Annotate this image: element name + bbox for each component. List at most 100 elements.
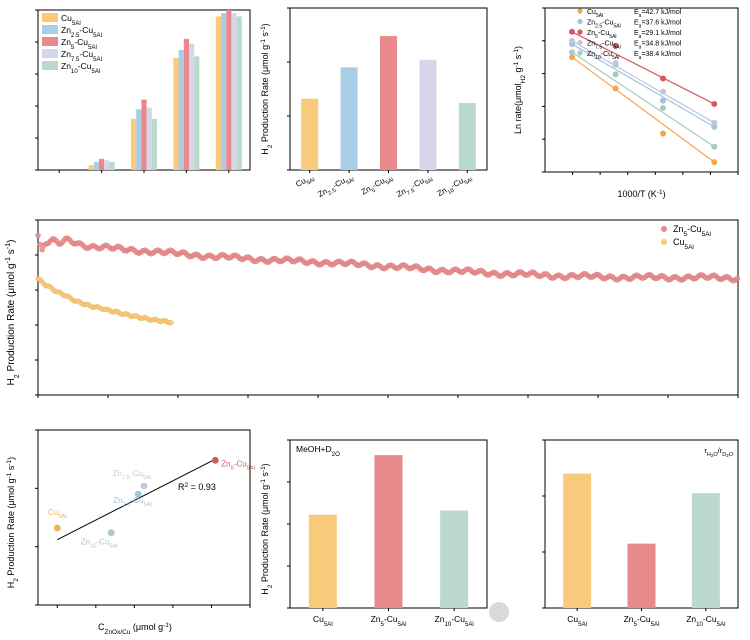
x-axis-title: CZnOx/Cu (μmol g-1) <box>98 622 172 636</box>
bar <box>231 13 237 171</box>
panel-c-chart: Cu5Al Ea=42.7 kJ/mol Zn2.5-Cu5Al Ea=37.6 kJ… <box>513 7 739 199</box>
bar <box>109 162 115 170</box>
legend-label: Zn7.5-Cu5Al <box>587 41 621 51</box>
bar <box>374 455 403 608</box>
legend-swatch <box>42 13 58 22</box>
panel-f-chart: Cu5Al Zn5-Cu5Al Zn10-Cu5Al MeOH+D2O H2 Produ… <box>260 439 488 628</box>
bar <box>88 165 94 170</box>
data-point <box>107 529 115 537</box>
kie-ratio-label: rH2O/rD2O <box>704 446 733 458</box>
data-point <box>569 49 576 56</box>
watermark <box>489 602 509 622</box>
legend-swatch <box>42 61 58 70</box>
legend-swatch <box>42 37 58 46</box>
bar <box>380 36 397 170</box>
legend-label: Cu5Al <box>673 237 694 251</box>
bar <box>104 160 110 170</box>
fit-line <box>571 56 715 163</box>
bar <box>131 118 137 170</box>
legend-label: Zn10-Cu5Al <box>61 61 100 75</box>
data-point <box>734 275 741 282</box>
y-axis-title: H2 Production Rate (μmol g-1 s-1) <box>260 463 274 594</box>
panel-g-chart: Cu5Al Zn5-Cu5Al Zn10-Cu5Al rH2O/rD2O <box>542 439 739 628</box>
point-label: Zn10-Cu5Al <box>81 538 118 550</box>
legend-label: Cu5Al <box>587 9 603 19</box>
legend-label: Zn2.5-Cu5Al <box>61 25 102 39</box>
y-axis-title: H2 Production Rate (μmol g-1 s-1) <box>3 240 21 386</box>
fit-line <box>571 51 715 148</box>
x-tick-label: Cu5Al <box>567 614 587 628</box>
plot-frame <box>544 7 739 173</box>
panel-a-chart: Cu5AlZn2.5-Cu5AlZn5-Cu5AlZn7.5-Cu5AlZn10… <box>35 9 251 173</box>
legend-marker <box>577 18 583 25</box>
legend-marker <box>577 29 583 35</box>
legend-label: Zn10-Cu5Al <box>587 51 619 61</box>
x-tick-label: Cu5Al <box>294 172 316 192</box>
data-point <box>660 97 667 104</box>
point-label: Cu5Al <box>48 508 67 520</box>
bar <box>419 59 437 171</box>
x-tick-label: Zn5-Cu5Al <box>624 614 660 628</box>
bar <box>141 99 147 170</box>
wechat-logo-icon <box>489 602 509 622</box>
bar <box>563 473 592 608</box>
x-tick-label: Zn10-Cu5Al <box>435 614 474 628</box>
bar <box>146 107 152 170</box>
legend-ea-label: Ea=37.6 kJ/mol <box>634 20 682 30</box>
data-point <box>39 246 45 253</box>
legend-swatch <box>42 25 58 34</box>
y-axis-title: H2 Production Rate (μmol g-1 s-1) <box>260 23 274 154</box>
legend-label: Zn7.5-Cu5Al <box>61 49 102 63</box>
data-point <box>711 100 718 107</box>
data-point <box>711 123 718 130</box>
bar <box>215 16 221 171</box>
legend: Cu5Al Ea=42.7 kJ/mol Zn2.5-Cu5Al Ea=37.6 kJ… <box>577 8 682 61</box>
panel-b-chart: Cu5AlZn2.5-Cu5AlZn5-Cu5AlZn7.5-Cu5AlZn10… <box>260 7 488 202</box>
bar <box>151 118 157 170</box>
point-label: Zn5-Cu5Al <box>221 459 255 471</box>
legend: Cu5AlZn2.5-Cu5AlZn5-Cu5AlZn7.5-Cu5AlZn10… <box>42 13 102 75</box>
bar <box>301 98 319 170</box>
data-point <box>612 59 619 66</box>
r-squared-label: R2 = 0.93 <box>178 482 216 493</box>
legend-label: Cu5Al <box>61 13 81 27</box>
bar <box>226 10 232 170</box>
y-axis-title: H2 Production Rate (μmol g-1 s-1) <box>6 457 20 588</box>
plot-frame <box>37 219 739 396</box>
data-point <box>711 143 718 150</box>
panel-e-chart: Cu5Al Zn2.5-Cu5Al Zn5-Cu5Al Zn7.5-Cu5Al Zn10… <box>6 429 255 636</box>
data-point <box>53 524 61 532</box>
data-point <box>168 320 174 326</box>
point-label: Zn2.5-Cu5Al <box>113 496 152 508</box>
bar <box>440 510 469 608</box>
x-tick-label: Zn5-Cu5Al <box>371 614 407 628</box>
legend-marker <box>577 8 583 14</box>
bar <box>627 543 656 608</box>
bar <box>691 493 720 608</box>
legend-label: Zn2.5-Cu5Al <box>587 20 621 30</box>
bar <box>178 50 184 170</box>
bar <box>183 38 189 170</box>
y-axis-title: Ln rate(μmolH2 g-1 s-1) <box>513 46 527 134</box>
data-point <box>140 482 148 490</box>
legend-marker <box>577 50 583 56</box>
legend-label: Zn5-Cu5Al <box>673 224 711 238</box>
data-point <box>211 456 219 464</box>
bar <box>194 56 200 170</box>
data-point <box>612 42 619 49</box>
x-tick-label: Zn5-Cu5Al <box>360 172 395 199</box>
x-tick-label: Zn2.5-Cu5Al <box>316 172 355 202</box>
data-point <box>569 54 576 61</box>
bar <box>308 514 337 608</box>
data-point <box>660 130 667 137</box>
bar <box>221 13 227 171</box>
point-label: Zn7.5-Cu5Al <box>113 469 152 481</box>
legend-marker <box>577 39 583 46</box>
data-point <box>660 75 667 82</box>
data-point <box>612 71 619 78</box>
x-tick-label: Zn10-Cu5Al <box>436 172 474 201</box>
legend-ea-label: Ea=42.7 kJ/mol <box>634 9 682 19</box>
